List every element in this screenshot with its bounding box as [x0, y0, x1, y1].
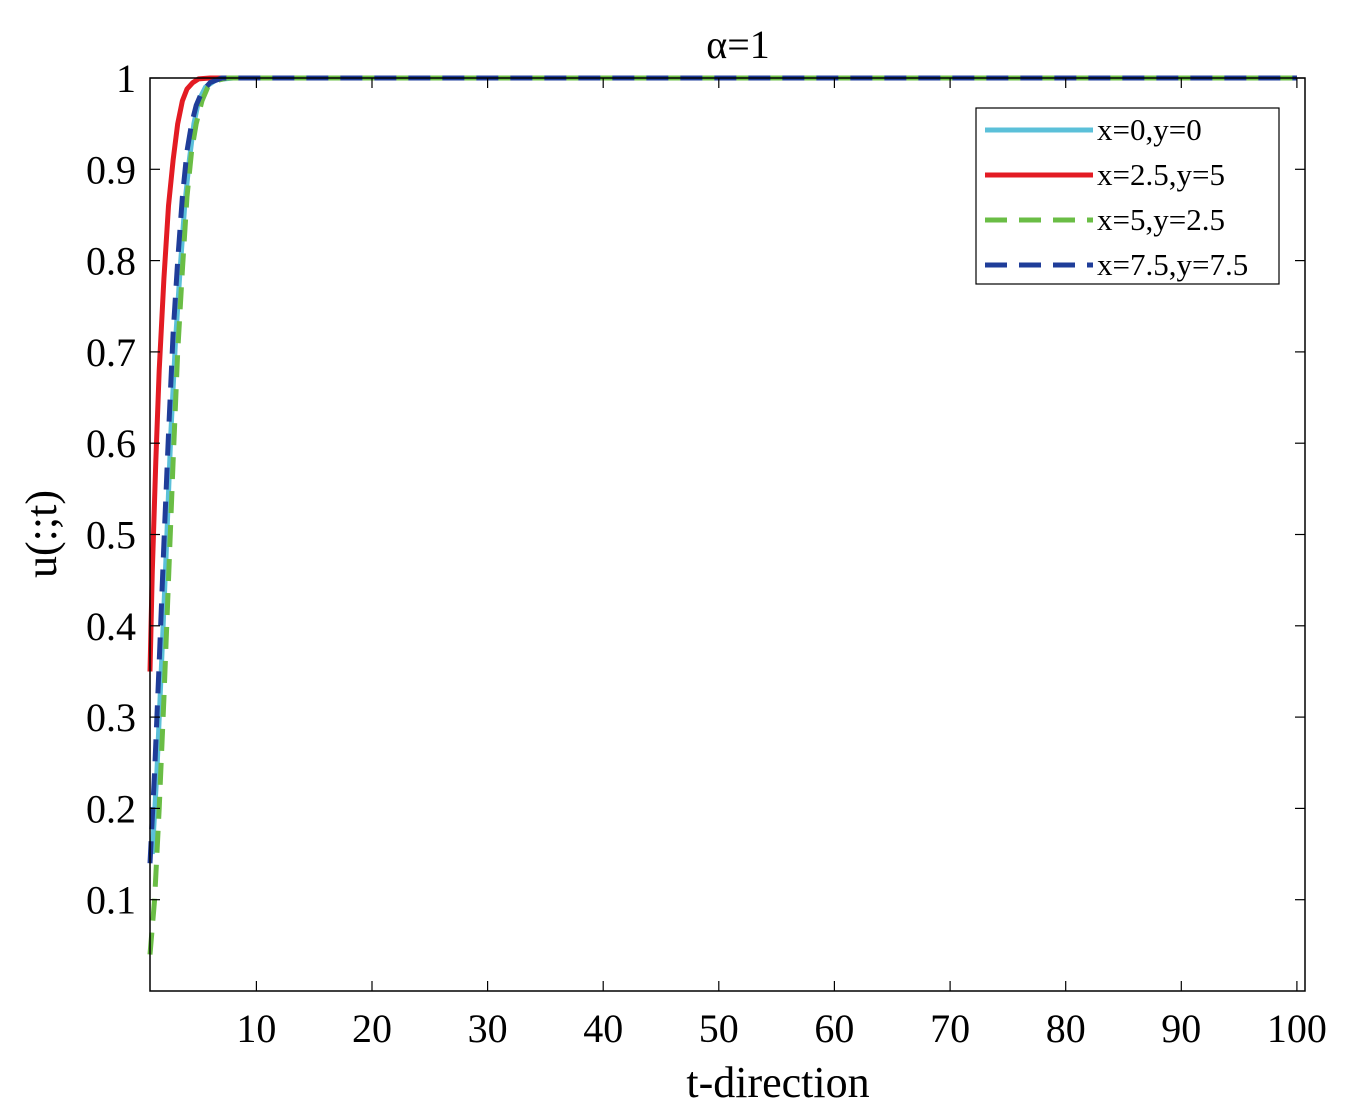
x-tick-labels: 10 20 30 40 50 60 70 80 90 100 [236, 1006, 1327, 1051]
x-tick-label: 100 [1267, 1006, 1327, 1051]
x-tick-label: 20 [352, 1006, 392, 1051]
x-tick-label: 10 [236, 1006, 276, 1051]
legend: x=0,y=0 x=2.5,y=5 x=5,y=2.5 x=7.5,y=7.5 [975, 107, 1280, 285]
legend-label: x=0,y=0 [1097, 112, 1202, 147]
y-tick-label: 0.6 [86, 421, 136, 466]
x-tick-label: 40 [583, 1006, 623, 1051]
y-tick-label: 0.4 [86, 604, 136, 649]
legend-label: x=5,y=2.5 [1097, 202, 1225, 237]
y-tick-label: 0.1 [86, 878, 136, 923]
y-axis-label: u(:;t) [17, 490, 66, 578]
y-tick-labels: 0.1 0.2 0.3 0.4 0.5 0.6 0.7 0.8 0.9 1 [86, 56, 136, 923]
y-tick-label: 0.2 [86, 786, 136, 831]
x-tick-label: 50 [699, 1006, 739, 1051]
legend-label: x=2.5,y=5 [1097, 157, 1225, 192]
x-tick-label: 90 [1161, 1006, 1201, 1051]
y-tick-label: 0.5 [86, 513, 136, 558]
x-tick-label: 70 [930, 1006, 970, 1051]
plot-frame [149, 77, 1306, 992]
y-tick-label: 1 [116, 56, 136, 101]
legend-label: x=7.5,y=7.5 [1097, 247, 1248, 282]
y-tick-label: 0.9 [86, 147, 136, 192]
x-tick-label: 80 [1046, 1006, 1086, 1051]
y-tick-label: 0.3 [86, 695, 136, 740]
x-tick-label: 30 [468, 1006, 508, 1051]
x-tick-label: 60 [814, 1006, 854, 1051]
y-tick-label: 0.8 [86, 239, 136, 284]
y-tick-label: 0.7 [86, 330, 136, 375]
chart-title: α=1 [706, 22, 770, 67]
legend-box [975, 107, 1280, 285]
x-axis-label: t-direction [686, 1058, 869, 1107]
